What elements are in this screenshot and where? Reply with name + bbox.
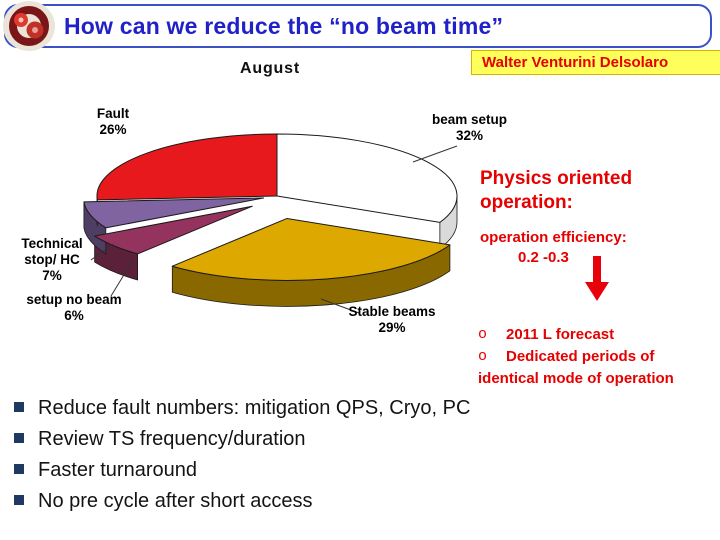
list-item: Reduce fault numbers: mitigation QPS, Cr…	[14, 394, 614, 425]
efficiency-value: 0.2 -0.3	[518, 248, 569, 266]
slice-pct: 7%	[42, 267, 62, 283]
efficiency-label: operation efficiency:	[480, 229, 627, 246]
slice-name: setup no beam	[26, 292, 122, 307]
slice-label-beam-setup: beam setup 32%	[427, 112, 512, 144]
forecast-item: o Dedicated periods of	[478, 346, 720, 368]
list-item-text: No pre cycle after short access	[38, 490, 313, 512]
circle-bullet: o	[478, 348, 488, 365]
list-item-text: Review TS frequency/duration	[38, 428, 306, 450]
efficiency-note: operation efficiency: 0.2 -0.3	[480, 228, 690, 267]
action-bullet-list: Reduce fault numbers: mitigation QPS, Cr…	[14, 394, 614, 518]
forecast-line: 2011 L forecast	[506, 326, 615, 343]
circle-bullet: o	[478, 326, 488, 343]
list-item-text: Faster turnaround	[38, 459, 197, 481]
square-bullet-icon	[14, 402, 24, 412]
slice-label-technical-stop: Technical stop/ HC 7%	[15, 236, 89, 284]
slide-logo	[3, 1, 55, 51]
square-bullet-icon	[14, 495, 24, 505]
pie-chart: August Fault 26% beam setup 32% Technica…	[15, 56, 520, 356]
slice-label-setup-no-beam: setup no beam 6%	[15, 292, 133, 324]
square-bullet-icon	[14, 464, 24, 474]
slice-pct: 6%	[64, 307, 84, 323]
list-item: Faster turnaround	[14, 456, 614, 487]
forecast-item: o 2011 L forecast	[478, 324, 720, 346]
forecast-line: identical mode of operation	[478, 370, 674, 387]
list-item-text: Reduce fault numbers: mitigation QPS, Cr…	[38, 397, 471, 419]
slice-name: Fault	[96, 106, 130, 121]
author-badge: Walter Venturini Delsolaro	[471, 50, 720, 75]
slice-pct: 26%	[99, 121, 127, 137]
pie-chart-svg	[83, 133, 458, 314]
slice-name: Technical stop/ HC	[21, 236, 83, 267]
slice-label-fault: Fault 26%	[83, 106, 143, 138]
chart-title: August	[240, 60, 300, 77]
slice-name: Stable beams	[348, 304, 436, 319]
down-arrow-icon	[585, 256, 609, 301]
forecast-line: Dedicated periods of	[506, 348, 655, 365]
forecast-notes: o 2011 L forecast o Dedicated periods of…	[478, 324, 720, 390]
slice-label-stable-beams: Stable beams 29%	[337, 304, 447, 336]
slice-pct: 29%	[378, 319, 406, 335]
slice-pct: 32%	[455, 127, 484, 143]
slice-name: beam setup	[431, 112, 508, 127]
list-item: Review TS frequency/duration	[14, 425, 614, 456]
list-item: No pre cycle after short access	[14, 487, 614, 518]
slide-title: How can we reduce the “no beam time”	[64, 13, 504, 39]
square-bullet-icon	[14, 433, 24, 443]
physics-note: Physics oriented operation:	[480, 168, 633, 213]
